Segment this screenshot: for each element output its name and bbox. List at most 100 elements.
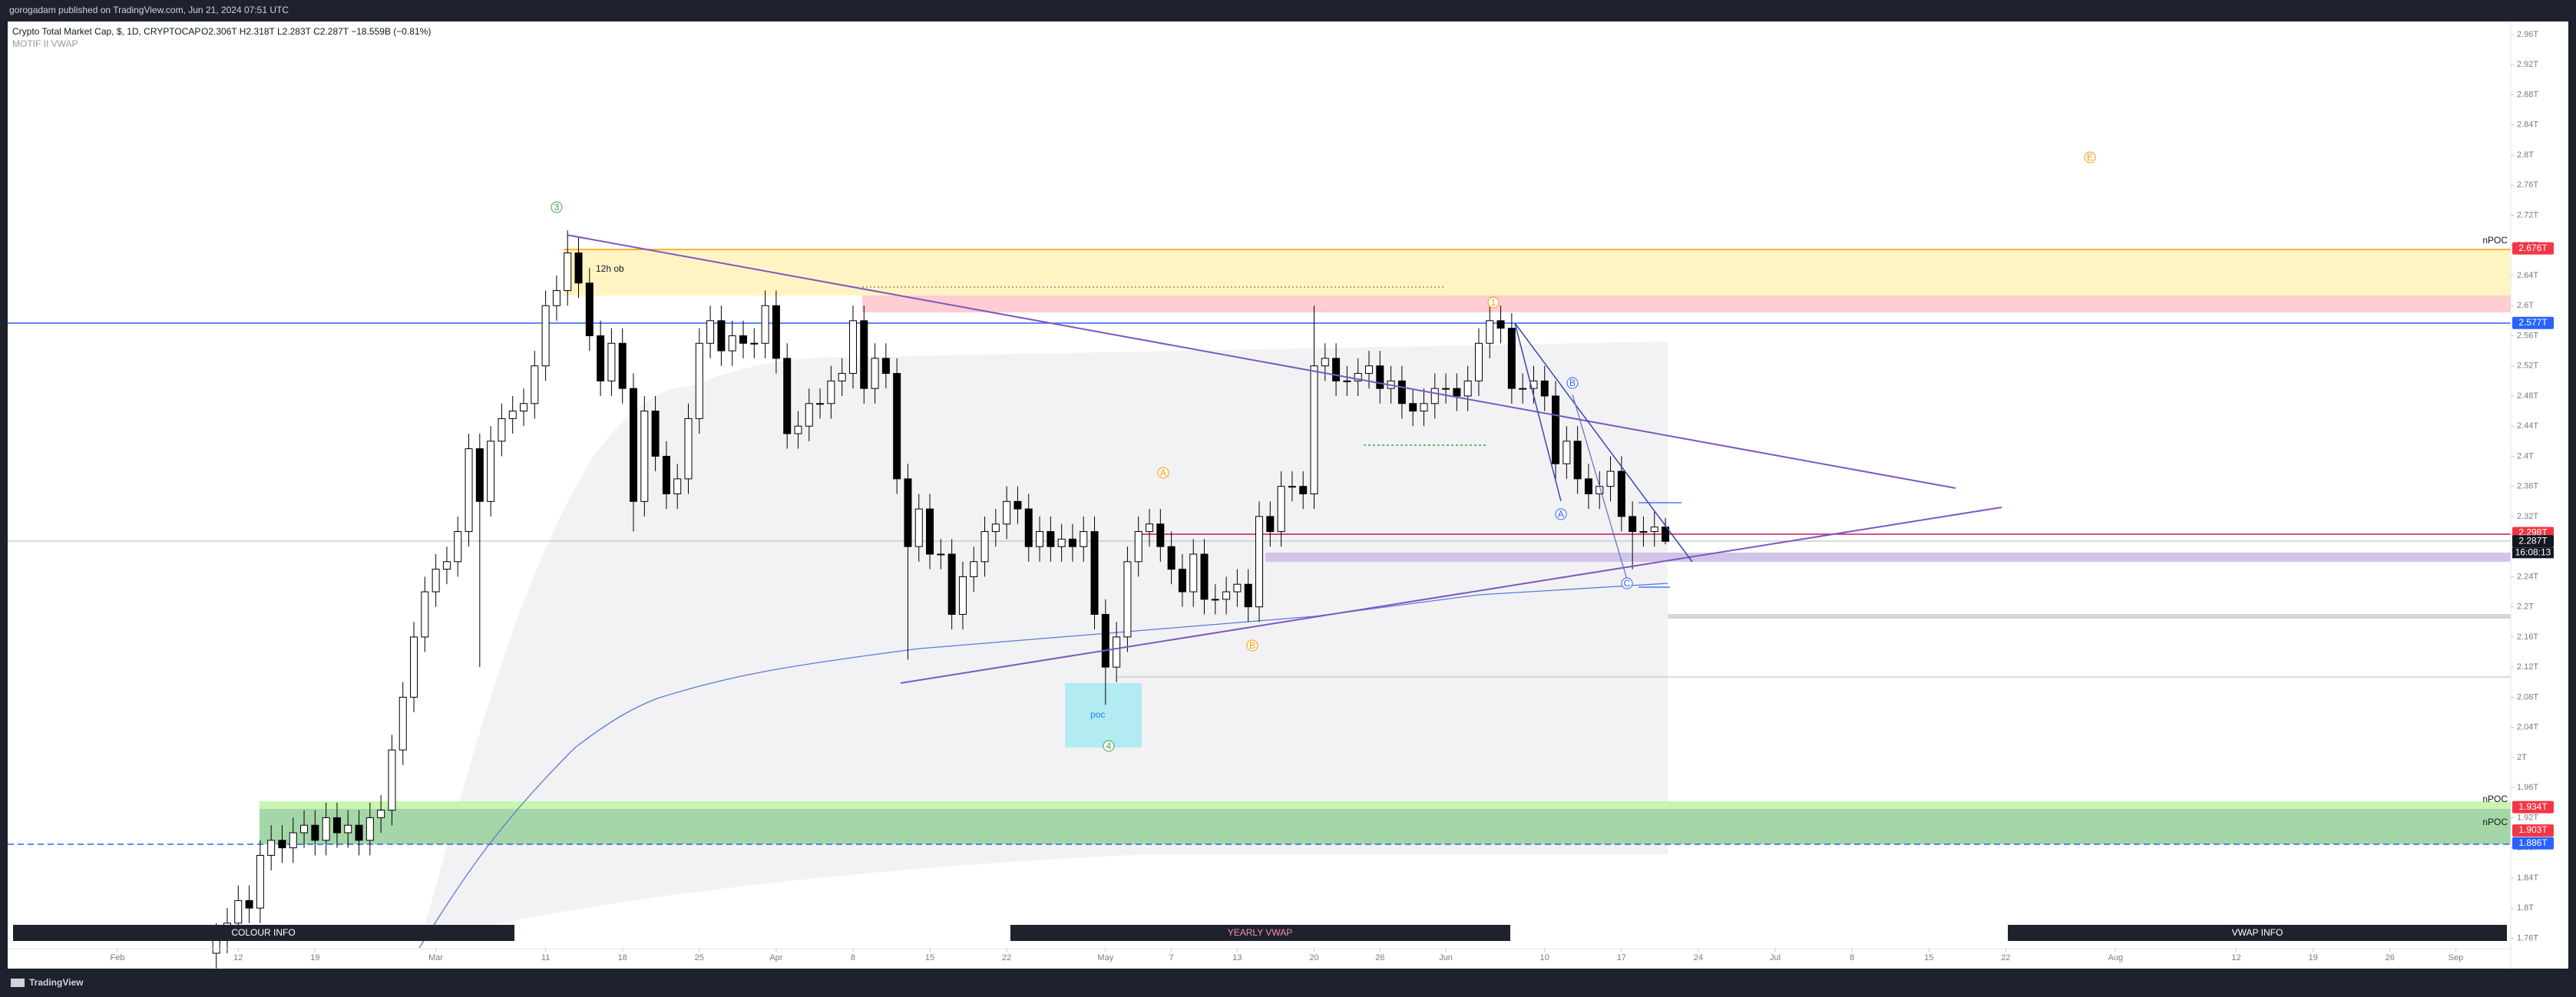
wave-label: A xyxy=(1558,509,1564,520)
info-box xyxy=(13,925,514,941)
candle-body xyxy=(410,636,418,698)
candle-body xyxy=(234,900,243,924)
candle-body xyxy=(442,561,451,570)
candle-body xyxy=(783,358,792,434)
x-tick-label: 26 xyxy=(2386,953,2395,962)
y-tick-label: 2.72T xyxy=(2517,210,2538,220)
candle-body xyxy=(1321,358,1329,367)
candle-body xyxy=(344,824,352,834)
candle-body xyxy=(1014,500,1022,510)
candle-body xyxy=(1486,320,1494,344)
x-tick-label: 8 xyxy=(851,953,855,962)
candle-body xyxy=(1299,486,1308,495)
candle-body xyxy=(848,320,857,375)
trendline xyxy=(566,234,1956,489)
x-tick-label: Jul xyxy=(1770,953,1781,962)
candle-body xyxy=(1629,516,1637,533)
y-tick-label: 1.84T xyxy=(2517,873,2538,883)
candle-body xyxy=(256,854,264,909)
candle-body xyxy=(1573,441,1582,480)
x-tick-label: Mar xyxy=(428,953,443,962)
candle-body xyxy=(1211,599,1219,601)
x-tick-label: 25 xyxy=(695,953,704,962)
candle-body xyxy=(860,320,868,389)
wave-label: 4 xyxy=(1106,741,1112,751)
price-tag-label: 2.287T xyxy=(2518,535,2548,546)
ob-label: 12h ob xyxy=(596,263,624,274)
wave-circle xyxy=(1487,296,1500,309)
candle-body xyxy=(827,380,835,404)
x-tick-label: 15 xyxy=(925,953,934,962)
candle-body xyxy=(1662,527,1670,542)
price-tag xyxy=(2512,837,2554,850)
candle-body xyxy=(365,817,374,841)
candle-body xyxy=(1584,478,1592,495)
y-tick-label: 2.8T xyxy=(2517,150,2534,160)
candle-body xyxy=(1409,403,1417,412)
candle-body xyxy=(1003,500,1011,525)
candle-body xyxy=(508,411,517,419)
price-tag-label: 1.903T xyxy=(2518,824,2548,835)
candle-body xyxy=(267,840,276,856)
y-tick-label: 2.44T xyxy=(2517,421,2538,431)
candle-body xyxy=(1420,403,1428,412)
wave-line xyxy=(1572,394,1628,580)
candle-body xyxy=(531,365,539,404)
candle-body xyxy=(706,320,715,344)
vwap-line xyxy=(418,583,1668,949)
wave-circle xyxy=(2084,151,2096,163)
candle-body xyxy=(322,817,330,841)
wave-labels: 3 4 A B E 1 A B C xyxy=(551,151,2096,752)
x-tick-label: 8 xyxy=(1850,953,1854,962)
candle-body xyxy=(1519,388,1527,390)
x-tick-label: 18 xyxy=(618,953,627,962)
candle-body xyxy=(1552,395,1560,464)
y-tick-label: 2.16T xyxy=(2517,632,2538,642)
wave-label: A xyxy=(1160,467,1166,478)
x-tick-label: Apr xyxy=(769,953,782,962)
candle-body xyxy=(838,373,846,381)
candle-body xyxy=(1090,531,1099,615)
candle-body xyxy=(1650,527,1658,533)
wave-circle xyxy=(1103,740,1115,752)
candle-body xyxy=(245,900,253,909)
x-tick-label: 22 xyxy=(1002,953,1011,962)
candle-body xyxy=(1496,320,1505,329)
candle-body xyxy=(520,403,528,412)
candle-body xyxy=(300,824,309,834)
x-tick-label: 12 xyxy=(2231,953,2240,962)
wave-circle xyxy=(1555,508,1567,520)
candle-body xyxy=(465,448,473,533)
candle-body xyxy=(1277,486,1285,533)
candle-body xyxy=(1529,380,1538,389)
publish-note: gorogadam published on TradingView.com, … xyxy=(9,5,289,15)
x-tick-label: 22 xyxy=(2001,953,2010,962)
wave-label: B xyxy=(1569,378,1576,388)
candle-body xyxy=(640,411,649,502)
price-tag-label: 2.676T xyxy=(2518,243,2548,253)
candle-body xyxy=(498,418,506,442)
x-tick-label: 13 xyxy=(1232,953,1242,962)
y-tick-label: 2.48T xyxy=(2517,391,2538,401)
pink-zone xyxy=(862,295,2511,312)
wave-circle xyxy=(1157,467,1169,479)
candle-body xyxy=(958,576,967,615)
candle-body xyxy=(662,455,670,495)
x-tick-label: 19 xyxy=(310,953,319,962)
y-tick-label: 2.88T xyxy=(2517,90,2538,99)
wave-label: 3 xyxy=(554,202,560,213)
candle-body xyxy=(926,508,934,555)
candle-body xyxy=(597,335,605,381)
wave-circle xyxy=(1621,577,1633,589)
x-tick-label: 7 xyxy=(1169,953,1174,962)
candle-body xyxy=(1332,358,1341,381)
candle-body xyxy=(794,425,802,434)
demand-zone xyxy=(260,809,2511,844)
candle-body xyxy=(332,817,341,834)
legend-indicator: MOTIF II VWAP xyxy=(12,38,78,49)
x-tick-label: 12 xyxy=(233,953,243,962)
candle-body xyxy=(1036,531,1044,547)
y-tick-label: 1.8T xyxy=(2517,903,2534,913)
candle-body xyxy=(1507,328,1516,389)
candle-body xyxy=(980,531,989,563)
